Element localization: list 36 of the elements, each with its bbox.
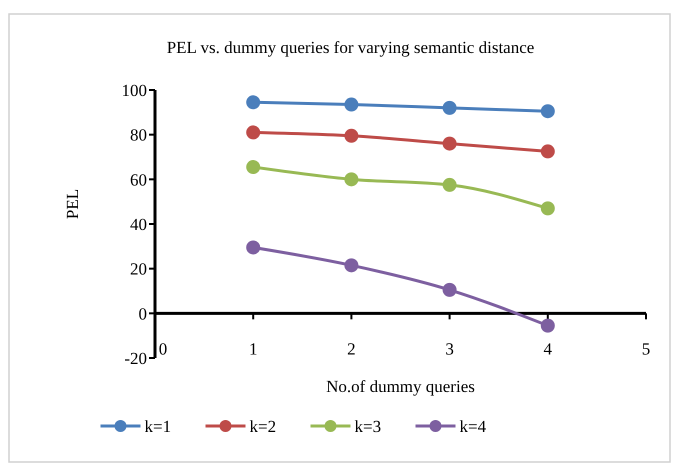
point (540, 104, 555, 118)
y-tick-label: 80 (130, 126, 147, 145)
x-tick-label: 2 (347, 339, 356, 358)
point (442, 282, 457, 297)
point (246, 125, 260, 140)
x-tick-label: 4 (544, 339, 553, 358)
x-tick-label: 1 (248, 339, 258, 358)
point (540, 318, 555, 333)
point (442, 100, 457, 115)
point (442, 178, 457, 192)
point (344, 258, 358, 272)
point (344, 98, 358, 112)
legend-label: k=4 (460, 416, 487, 436)
x-tick-label: 5 (642, 339, 650, 358)
point (540, 144, 555, 158)
x-axis-title: No.of dummy queries (326, 377, 475, 396)
y-tick-label: 100 (122, 80, 147, 100)
legend-label: k=3 (354, 416, 382, 436)
x-tick-label: 0 (158, 339, 168, 358)
point (344, 128, 358, 143)
y-tick-label: 40 (130, 214, 147, 234)
x-tick-label: 3 (445, 339, 454, 358)
y-tick-label: 20 (130, 260, 147, 279)
legend-label: k=1 (144, 416, 172, 436)
y-tick-label: 60 (130, 170, 147, 190)
legend-label: k=2 (250, 416, 276, 436)
point (442, 136, 457, 151)
point (246, 160, 260, 174)
y-tick-label: 0 (138, 304, 147, 324)
point (540, 201, 555, 216)
point (344, 172, 358, 186)
point (246, 240, 260, 254)
y-axis-title: PEL (63, 188, 82, 220)
point (246, 95, 260, 110)
chart-title: PEL vs. dummy queries for varying semantic distance (166, 38, 534, 57)
y-tick-label: -20 (124, 348, 147, 368)
